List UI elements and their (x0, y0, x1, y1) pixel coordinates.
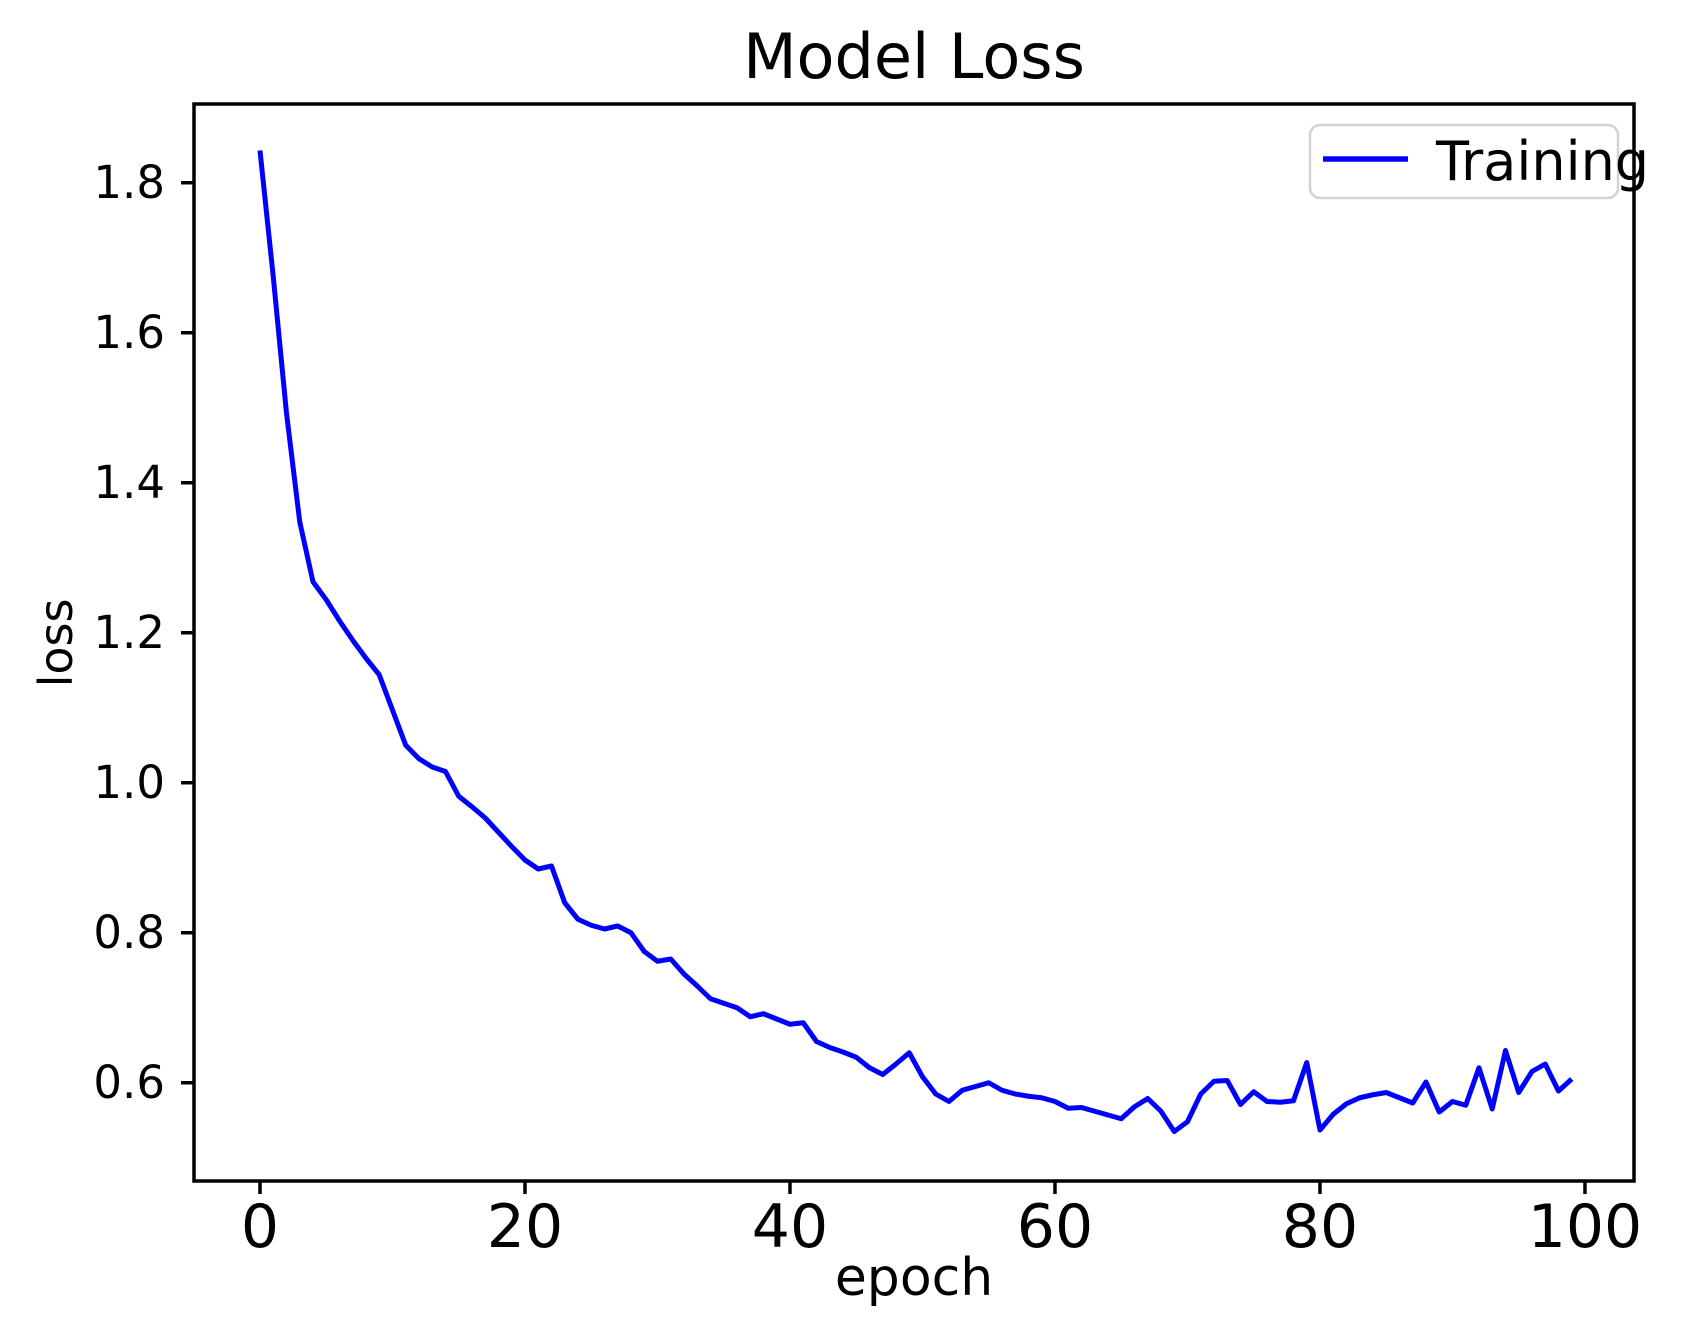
x-tick-label: 80 (1282, 1192, 1358, 1262)
y-axis-label: loss (29, 599, 83, 688)
legend-box (1308, 123, 1620, 200)
legend: Training (1308, 123, 1649, 200)
plot-area-frame (192, 102, 1636, 1183)
y-tick-label: 0.6 (93, 1056, 165, 1109)
x-axis-label: epoch (835, 1248, 993, 1308)
y-tick-label: 1.4 (93, 456, 165, 509)
y-axis-ticks: 0.6 0.8 1.0 1.2 1.4 1.6 1.8 (93, 156, 194, 1109)
y-tick-label: 1.0 (93, 756, 165, 809)
chart-title: Model Loss (743, 20, 1085, 93)
legend-label: Training (1435, 130, 1649, 193)
training-loss-line (257, 150, 1574, 1134)
x-tick-label: 0 (241, 1192, 279, 1262)
y-tick-label: 0.8 (93, 906, 165, 959)
x-tick-label: 40 (752, 1192, 828, 1262)
y-tick-label: 1.2 (93, 606, 165, 659)
y-tick-label: 1.6 (93, 306, 165, 359)
y-tick-label: 1.8 (93, 156, 165, 209)
x-axis-ticks: 0 20 40 60 80 100 (241, 1181, 1642, 1262)
x-tick-label: 20 (487, 1192, 563, 1262)
x-tick-label: 60 (1017, 1192, 1093, 1262)
x-tick-label: 100 (1528, 1192, 1643, 1262)
